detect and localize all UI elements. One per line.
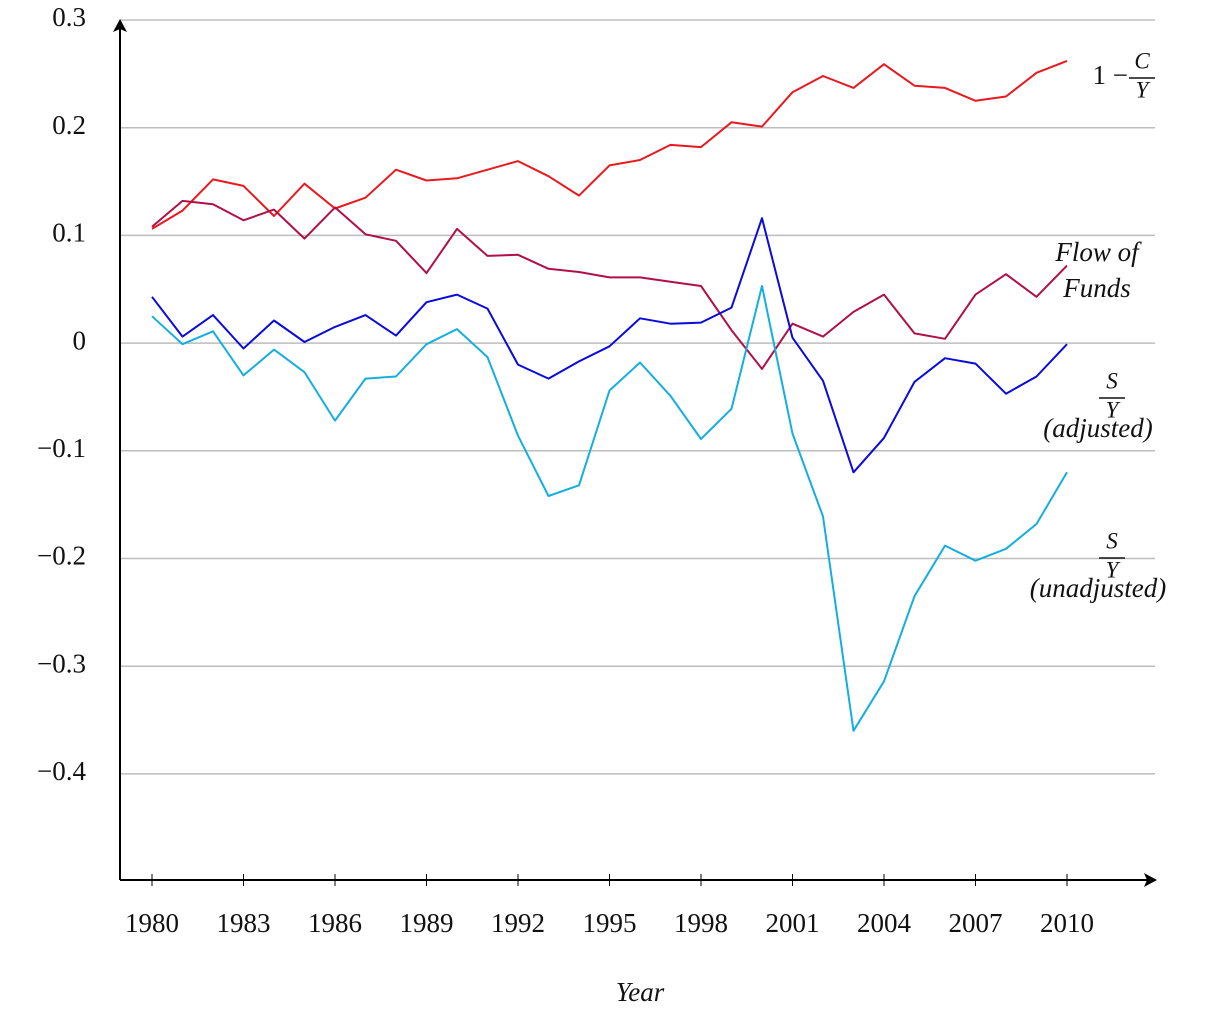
x-tick-label: 2007 bbox=[949, 908, 1003, 938]
series-label: Flow of bbox=[1054, 237, 1142, 267]
x-tick-label: 2004 bbox=[857, 908, 912, 938]
y-tick-label: −0.1 bbox=[37, 433, 86, 463]
series-line bbox=[151, 217, 1068, 474]
x-axis-arrow bbox=[1144, 873, 1157, 887]
series-label: Funds bbox=[1062, 273, 1131, 303]
y-axis-arrow bbox=[113, 19, 127, 32]
x-tick-label: 1995 bbox=[583, 908, 637, 938]
series-line bbox=[151, 59, 1068, 230]
series-label-denominator: Y bbox=[1106, 397, 1121, 422]
series-line bbox=[151, 285, 1068, 732]
series-label-prefix: 1 − bbox=[1093, 60, 1128, 90]
series-label-numerator: C bbox=[1134, 48, 1150, 73]
series-label-numerator: S bbox=[1106, 528, 1118, 553]
series-label-note: (unadjusted) bbox=[1030, 573, 1166, 603]
x-tick-label: 1980 bbox=[125, 908, 179, 938]
x-tick-label: 1983 bbox=[217, 908, 271, 938]
x-axis-label: Year bbox=[616, 977, 665, 1007]
series-label-denominator: Y bbox=[1136, 77, 1151, 102]
y-tick-label: 0.3 bbox=[52, 2, 86, 32]
series-label-note: (adjusted) bbox=[1043, 413, 1152, 443]
x-tick-label: 1989 bbox=[400, 908, 454, 938]
x-tick-label: 1992 bbox=[491, 908, 545, 938]
x-tick-label: 2010 bbox=[1040, 908, 1094, 938]
y-tick-label: 0.2 bbox=[52, 110, 86, 140]
y-tick-label: 0.1 bbox=[52, 218, 86, 248]
y-tick-label: −0.3 bbox=[37, 648, 86, 678]
series-label-denominator: Y bbox=[1106, 557, 1121, 582]
series-line bbox=[151, 199, 1068, 370]
x-tick-label: 1998 bbox=[674, 908, 728, 938]
y-tick-label: −0.4 bbox=[37, 756, 86, 786]
x-tick-label: 2001 bbox=[766, 908, 820, 938]
y-tick-label: 0 bbox=[73, 325, 87, 355]
x-tick-label: 1986 bbox=[308, 908, 362, 938]
series-label-numerator: S bbox=[1106, 368, 1118, 393]
y-tick-label: −0.2 bbox=[37, 541, 86, 571]
